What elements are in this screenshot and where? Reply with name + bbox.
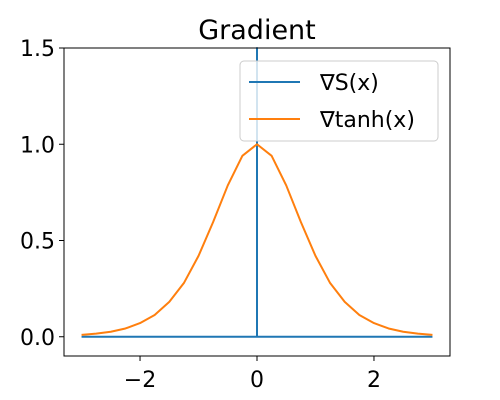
y-tick-label: 1.0 — [20, 133, 55, 158]
series-line-2 — [81, 143, 433, 336]
legend-label-2: ∇tanh(x) — [319, 108, 415, 133]
legend: ∇S(x) ∇tanh(x) — [239, 60, 439, 142]
legend-label-1: ∇S(x) — [319, 71, 379, 96]
x-tick-label: 2 — [367, 368, 381, 393]
axis-ticks: −2 0 2 0.0 0.5 1.0 1.5 — [20, 37, 381, 393]
chart-title: Gradient — [198, 15, 316, 46]
x-tick-label: −2 — [124, 368, 156, 393]
x-tick-label: 0 — [250, 368, 264, 393]
y-tick-label: 1.5 — [20, 37, 55, 62]
y-tick-label: 0.5 — [20, 230, 55, 255]
y-tick-label: 0.0 — [20, 326, 55, 351]
